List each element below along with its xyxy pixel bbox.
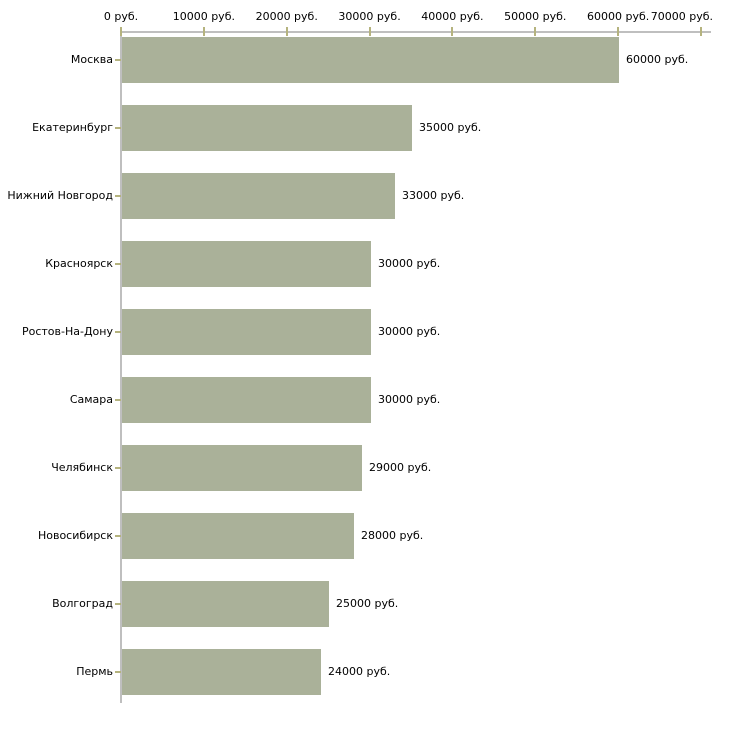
bar <box>122 173 395 219</box>
x-tick-label: 60000 руб. <box>587 10 650 23</box>
bar-row: Ростов-На-Дону 30000 руб. <box>0 309 730 355</box>
x-tick-label: 50000 руб. <box>504 10 567 23</box>
value-label: 60000 руб. <box>626 53 689 66</box>
category-label: Екатеринбург <box>32 121 113 134</box>
y-tick <box>115 535 121 537</box>
x-tick <box>617 27 620 36</box>
bar-row: Москва 60000 руб. <box>0 37 730 83</box>
x-tick-label: 70000 руб. <box>650 10 713 23</box>
x-tick <box>285 27 288 36</box>
value-label: 25000 руб. <box>336 597 399 610</box>
category-label: Нижний Новгород <box>7 189 113 202</box>
category-label: Волгоград <box>52 597 113 610</box>
bar <box>122 445 362 491</box>
value-label: 30000 руб. <box>378 257 441 270</box>
bar-row: Волгоград 25000 руб. <box>0 581 730 627</box>
category-label: Пермь <box>76 665 113 678</box>
bar <box>122 37 619 83</box>
y-tick <box>115 263 121 265</box>
x-tick-label: 0 руб. <box>103 10 139 23</box>
x-tick-label: 10000 руб. <box>172 10 235 23</box>
bar-row: Новосибирск 28000 руб. <box>0 513 730 559</box>
category-label: Самара <box>69 393 113 406</box>
x-tick <box>120 27 122 36</box>
bar <box>122 105 412 151</box>
y-tick <box>115 671 121 673</box>
category-label: Новосибирск <box>37 529 113 542</box>
bar <box>122 581 329 627</box>
value-label: 33000 руб. <box>402 189 465 202</box>
y-axis-line <box>120 31 122 703</box>
y-tick <box>115 195 121 197</box>
bar <box>122 309 371 355</box>
x-tick-label: 40000 руб. <box>421 10 484 23</box>
x-tick-label: 20000 руб. <box>255 10 318 23</box>
category-label: Красноярск <box>45 257 113 270</box>
x-tick <box>202 27 205 36</box>
category-label: Москва <box>70 53 113 66</box>
value-label: 28000 руб. <box>361 529 424 542</box>
bar-row: Пермь 24000 руб. <box>0 649 730 695</box>
y-tick <box>115 331 121 333</box>
category-label: Челябинск <box>51 461 113 474</box>
bar-row: Самара 30000 руб. <box>0 377 730 423</box>
bar-row: Екатеринбург 35000 руб. <box>0 105 730 151</box>
bar-row: Нижний Новгород 33000 руб. <box>0 173 730 219</box>
x-tick <box>451 27 454 36</box>
y-tick <box>115 603 121 605</box>
value-label: 24000 руб. <box>328 665 391 678</box>
x-tick <box>534 27 537 36</box>
x-axis-line <box>120 31 711 33</box>
value-label: 30000 руб. <box>378 325 441 338</box>
y-tick <box>115 467 121 469</box>
bar <box>122 241 371 287</box>
x-tick <box>368 27 371 36</box>
value-label: 35000 руб. <box>419 121 482 134</box>
bar <box>122 377 371 423</box>
bar-row: Красноярск 30000 руб. <box>0 241 730 287</box>
bar <box>122 649 321 695</box>
value-label: 30000 руб. <box>378 393 441 406</box>
bar <box>122 513 354 559</box>
x-tick-label: 30000 руб. <box>338 10 401 23</box>
x-tick <box>700 27 702 36</box>
value-label: 29000 руб. <box>369 461 432 474</box>
bar-row: Челябинск 29000 руб. <box>0 445 730 491</box>
y-tick <box>115 59 121 61</box>
y-tick <box>115 127 121 129</box>
category-label: Ростов-На-Дону <box>21 325 113 338</box>
y-tick <box>115 399 121 401</box>
